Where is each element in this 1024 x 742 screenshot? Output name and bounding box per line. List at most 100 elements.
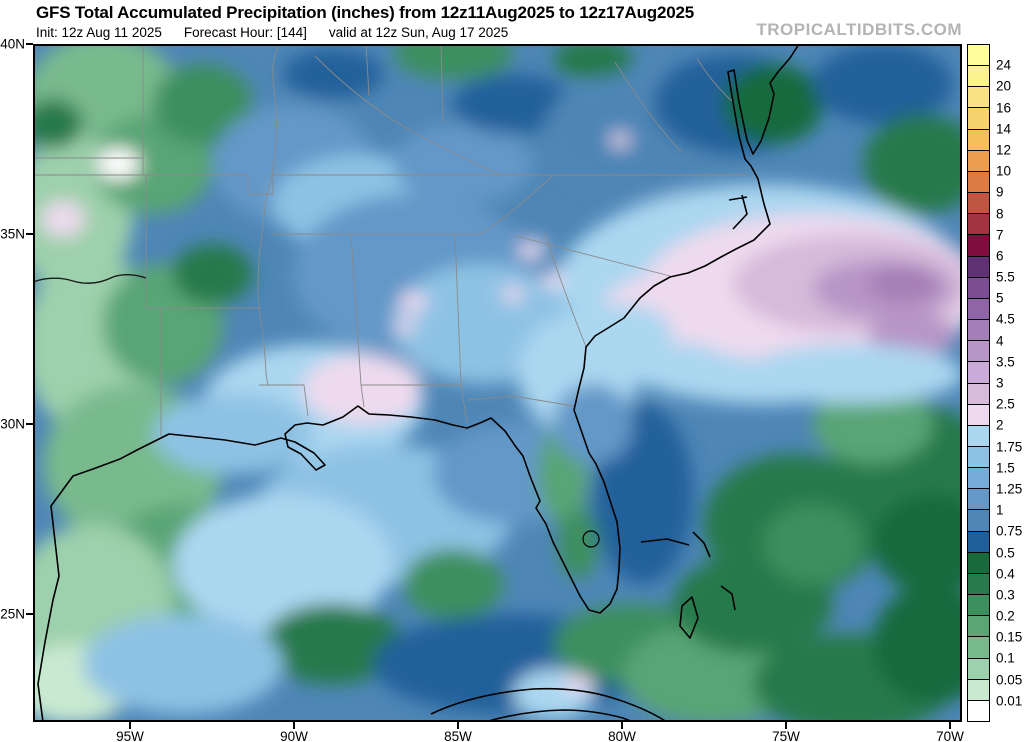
lat-label-30n: 30N [0, 416, 25, 432]
lon-tick [785, 722, 787, 729]
precip-region [868, 312, 958, 356]
precip-region [813, 44, 953, 124]
precipitation-map [33, 44, 962, 722]
precip-region [553, 44, 633, 79]
precip-region [263, 604, 403, 684]
lon-label-85w: 85W [444, 729, 472, 742]
lon-tick [129, 722, 131, 729]
colorbar-value-20: 20 [996, 78, 1012, 94]
lake-okeechobee [582, 530, 600, 548]
colorbar-box [968, 658, 989, 680]
precip-region [873, 584, 962, 704]
state-borders [33, 44, 747, 436]
watermark-tropicaltidbits: TROPICALTIDBITS.COM [756, 20, 962, 39]
colorbar-value-2: 2 [996, 417, 1004, 433]
colorbar-value-16: 16 [996, 100, 1012, 116]
precip-region [395, 318, 415, 334]
valid-time: valid at 12z Sun, Aug 17 2025 [328, 25, 509, 40]
colorbar-box [968, 320, 989, 342]
precip-region [393, 44, 513, 79]
colorbar-value-12: 12 [996, 142, 1012, 158]
precip-region [813, 384, 933, 464]
precip-region [153, 394, 313, 474]
colorbar-box [968, 277, 989, 299]
colorbar-value-0.01: 0.01 [996, 693, 1023, 709]
colorbar-value-0.05: 0.05 [996, 672, 1023, 688]
colorbar-value-0.4: 0.4 [996, 566, 1015, 582]
lon-label-90w: 90W [280, 729, 308, 742]
colorbar-value-0.1: 0.1 [996, 650, 1015, 666]
precip-region [723, 64, 823, 144]
colorbar-value-0.15: 0.15 [996, 629, 1023, 645]
colorbar-box [968, 235, 989, 257]
lon-label-95w: 95W [116, 729, 144, 742]
colorbar-box [968, 150, 989, 172]
colorbar-value-5.5: 5.5 [996, 269, 1015, 285]
colorbar-box [968, 489, 989, 511]
precip-region [743, 344, 962, 404]
colorbar-value-2.5: 2.5 [996, 396, 1015, 412]
colorbar-value-1.5: 1.5 [996, 460, 1015, 476]
colorbar-value-24: 24 [996, 57, 1012, 73]
page-title: GFS Total Accumulated Precipitation (inc… [36, 3, 694, 22]
precip-region [563, 675, 593, 693]
colorbar-box [968, 637, 989, 659]
colorbar-value-0.2: 0.2 [996, 608, 1015, 624]
lat-label-35n: 35N [0, 226, 25, 242]
colorbar-box [968, 404, 989, 426]
colorbar-box [968, 256, 989, 278]
colorbar-value-1: 1 [996, 502, 1004, 518]
precip-region [558, 509, 598, 579]
precip-region [283, 49, 383, 99]
lon-label-75w: 75W [772, 729, 800, 742]
colorbar-box [968, 425, 989, 447]
lat-tick [26, 423, 33, 425]
precip-region [303, 354, 423, 424]
colorbar-value-9: 9 [996, 184, 1004, 200]
precip-region [33, 99, 83, 149]
red-river-border [33, 274, 147, 284]
precip-region [610, 133, 630, 147]
colorbar-box [968, 595, 989, 617]
colorbar-value-3.5: 3.5 [996, 354, 1015, 370]
subtitle: Init: 12z Aug 11 2025 Forecast Hour: [144… [36, 25, 530, 40]
colorbar-box [968, 214, 989, 236]
colorbar-box [968, 446, 989, 469]
precip-region [519, 239, 547, 259]
precip-region [393, 124, 533, 204]
colorbar-box [968, 679, 989, 701]
precip-region [96, 148, 140, 180]
precip-region [83, 614, 283, 714]
colorbar-box [968, 383, 989, 405]
colorbar-value-6: 6 [996, 248, 1004, 264]
lat-tick [26, 613, 33, 615]
map-canvas [33, 44, 962, 722]
precip-region [153, 64, 253, 144]
colorbar-value-0.3: 0.3 [996, 587, 1015, 603]
precip-region [863, 114, 962, 214]
precip-region [868, 266, 938, 302]
colorbar-box [968, 616, 989, 638]
colorbar-box [968, 87, 989, 109]
colorbar-box [968, 362, 989, 384]
colorbar-value-8: 8 [996, 206, 1004, 221]
colorbar-box [968, 700, 989, 721]
lat-label-25n: 25N [0, 606, 25, 622]
colorbar-box [968, 129, 989, 151]
precip-region [763, 504, 863, 584]
colorbar-box [968, 531, 989, 553]
lat-tick [26, 43, 33, 45]
precip-region [541, 270, 565, 288]
precip-region [453, 74, 573, 134]
lon-tick [293, 722, 295, 729]
colorbar-value-0.75: 0.75 [996, 523, 1023, 539]
colorbar-box [968, 193, 989, 215]
init-time: Init: 12z Aug 11 2025 [36, 25, 162, 40]
colorbar-box [968, 552, 989, 574]
lon-tick [457, 722, 459, 729]
coastline [37, 44, 800, 722]
precip-shading [33, 44, 962, 722]
colorbar-value-4.5: 4.5 [996, 311, 1015, 327]
colorbar-value-7: 7 [996, 227, 1004, 243]
